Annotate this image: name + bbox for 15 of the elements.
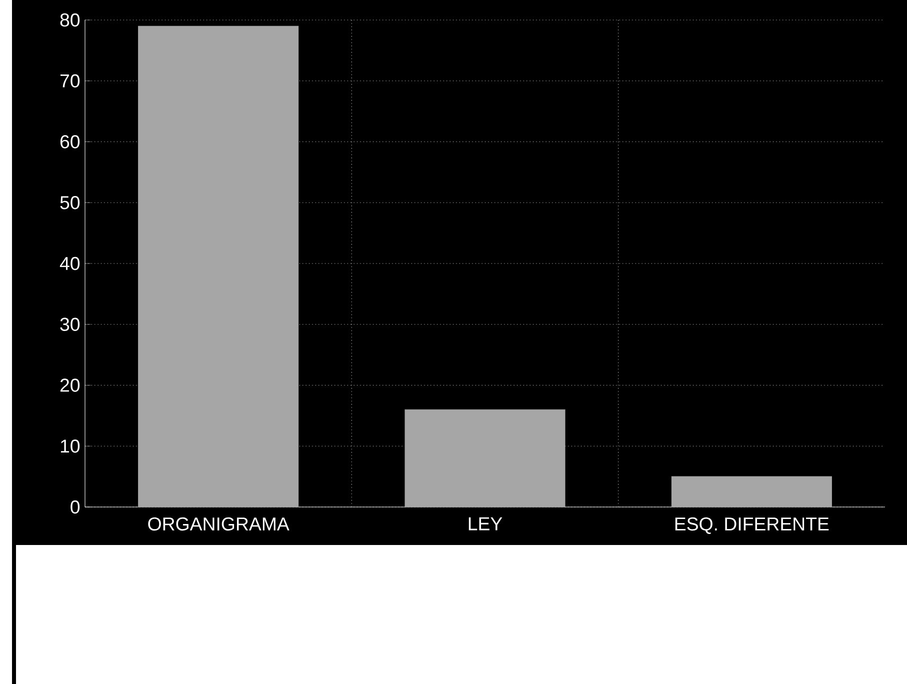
y-tick-label: 30 [60,318,80,331]
y-tick-label: 80 [60,13,80,27]
y-tick-label: 10 [60,439,80,453]
x-tick-label: ORGANIGRAMA [148,517,290,531]
x-tick-label: LEY [468,517,502,530]
x-tick-label: ESQ. DIFERENTE [675,517,829,534]
bar [138,26,299,507]
y-tick-label: 40 [60,256,80,270]
y-tick-label: 60 [60,135,80,148]
bar [404,409,566,507]
y-tick-label: 0 [70,500,80,514]
y-tick-label: 70 [60,74,80,88]
bar [671,476,832,507]
y-tick-label: 50 [60,196,80,210]
y-tick-label: 20 [60,378,80,392]
